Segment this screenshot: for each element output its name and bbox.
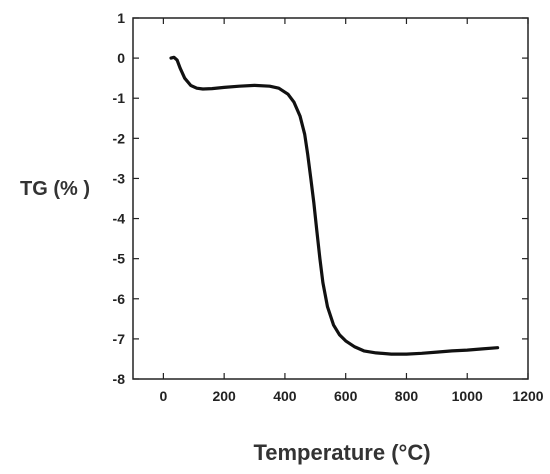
y-tick-label: -6 xyxy=(113,291,126,307)
x-tick-label: 0 xyxy=(159,388,167,404)
x-axis-title: Temperature (°C) xyxy=(253,440,430,465)
x-tick-label: 600 xyxy=(334,388,358,404)
x-tick-label: 800 xyxy=(395,388,419,404)
y-tick-label: -5 xyxy=(113,251,126,267)
plot-frame xyxy=(132,17,529,380)
x-tick-label: 200 xyxy=(212,388,236,404)
x-tick-label: 1200 xyxy=(512,388,543,404)
y-tick-label: -7 xyxy=(113,331,126,347)
plot-area: 1 0 -1 -2 -3 -4 -5 -6 -7 -8 0 200 400 600 800 1000 1200 xyxy=(113,10,544,404)
y-tick-label: -2 xyxy=(113,130,126,146)
y-axis-title: TG (% ) xyxy=(20,178,90,200)
y-tick-label: -4 xyxy=(113,211,126,227)
x-tick-label: 400 xyxy=(273,388,297,404)
y-tick-label: 1 xyxy=(117,10,125,26)
y-tick-label: -1 xyxy=(113,90,126,106)
y-tick-label: -3 xyxy=(113,170,126,186)
series-line xyxy=(169,55,500,356)
y-tick-label: -8 xyxy=(113,371,126,387)
y-tick-label: 0 xyxy=(117,50,125,66)
x-tick-label: 1000 xyxy=(452,388,483,404)
